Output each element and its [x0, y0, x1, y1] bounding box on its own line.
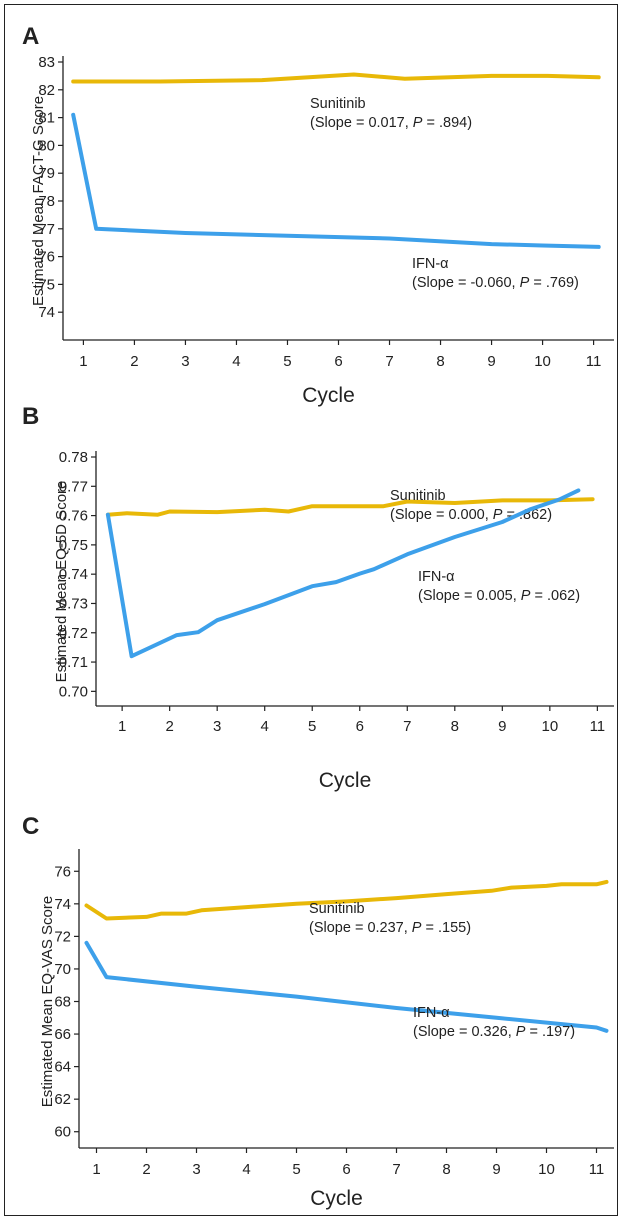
series-name-sunitinib: Sunitinib [390, 488, 446, 504]
y-tick-label: 80 [38, 137, 55, 154]
series-line-sunitinib [71, 72, 601, 84]
y-tick-label: 0.77 [59, 478, 88, 495]
x-tick-label: 4 [261, 718, 269, 735]
series-name-sunitinib: Sunitinib [309, 901, 365, 917]
x-tick-label: 7 [385, 353, 393, 370]
x-tick-label: 5 [292, 1161, 300, 1178]
series-name-ifn: IFN-α [413, 1005, 450, 1021]
x-tick-label: 5 [308, 718, 316, 735]
y-axis-title: Estimated Mean EQ-5D Score [53, 481, 70, 683]
x-tick-label: 9 [487, 353, 495, 370]
x-tick-label: 11 [586, 353, 602, 370]
chart-panel-c: C 60 62 64 66 68 70 72 74 76 1 2 3 4 5 6 7 8 9 10 11 Cycle Est… [22, 813, 614, 1210]
panel-letter: A [22, 23, 39, 50]
panel-letter: B [22, 403, 39, 430]
x-axis-title: Cycle [302, 384, 355, 407]
y-tick-label: 60 [54, 1124, 71, 1141]
y-tick-label: 70 [54, 961, 71, 978]
y-tick-label: 0.71 [59, 654, 88, 671]
x-tick-label: 6 [334, 353, 342, 370]
series-name-ifn: IFN-α [418, 569, 455, 585]
x-tick-label: 8 [442, 1161, 450, 1178]
y-tick-label: 74 [54, 896, 71, 913]
series-stats-sunitinib: (Slope = 0.237, P = .155) [309, 920, 471, 936]
x-tick-label: 10 [542, 718, 559, 735]
series-stats-ifn: (Slope = 0.005, P = .062) [418, 588, 580, 604]
x-tick-label: 4 [242, 1161, 250, 1178]
x-tick-label: 3 [213, 718, 221, 735]
y-tick-label: 76 [54, 863, 71, 880]
y-tick-label: 0.73 [59, 595, 88, 612]
x-tick-label: 3 [181, 353, 189, 370]
series-line-sunitinib [105, 497, 595, 517]
y-tick-label: 68 [54, 994, 71, 1011]
y-tick-label: 83 [38, 54, 55, 71]
x-tick-label: 7 [403, 718, 411, 735]
y-tick-label: 0.70 [59, 683, 88, 700]
x-tick-label: 2 [165, 718, 173, 735]
y-tick-label: 66 [54, 1026, 71, 1043]
x-tick-label: 6 [342, 1161, 350, 1178]
y-tick-label: 0.74 [59, 566, 88, 583]
x-tick-label: 1 [118, 718, 126, 735]
series-name-sunitinib: Sunitinib [310, 96, 366, 112]
series-stats-ifn: (Slope = -0.060, P = .769) [412, 275, 579, 291]
y-tick-label: 79 [38, 165, 55, 182]
series-line-ifn [105, 488, 581, 659]
y-tick-label: 82 [38, 82, 55, 99]
series-line-ifn [84, 940, 609, 1033]
series-stats-sunitinib: (Slope = 0.017, P = .894) [310, 115, 472, 131]
series-line-sunitinib [84, 879, 609, 921]
y-tick-label: 75 [38, 276, 55, 293]
x-tick-label: 2 [142, 1161, 150, 1178]
x-tick-label: 11 [590, 718, 606, 735]
y-tick-label: 74 [38, 304, 55, 321]
x-tick-label: 4 [232, 353, 240, 370]
y-tick-label: 0.72 [59, 625, 88, 642]
x-tick-label: 1 [92, 1161, 100, 1178]
x-tick-label: 6 [356, 718, 364, 735]
x-tick-label: 1 [79, 353, 87, 370]
y-tick-label: 78 [38, 193, 55, 210]
x-tick-label: 9 [498, 718, 506, 735]
y-tick-label: 77 [38, 221, 55, 238]
x-tick-label: 8 [451, 718, 459, 735]
x-tick-label: 10 [538, 1161, 555, 1178]
x-tick-label: 2 [130, 353, 138, 370]
y-tick-label: 0.76 [59, 508, 88, 525]
figure-frame [4, 4, 618, 1216]
y-axis-title: Estimated Mean FACT-G Score [30, 96, 47, 306]
series-stats-sunitinib: (Slope = 0.000, P = .862) [390, 507, 552, 523]
y-tick-label: 64 [54, 1059, 71, 1076]
chart-panel-b: B 0.70 0.71 0.72 0.73 0.74 0.75 0.76 0.77 0.78 1 2 3… [22, 403, 614, 792]
y-tick-label: 81 [38, 110, 55, 127]
x-tick-label: 3 [192, 1161, 200, 1178]
x-tick-label: 8 [436, 353, 444, 370]
x-tick-label: 10 [534, 353, 551, 370]
y-tick-label: 0.75 [59, 537, 88, 554]
y-tick-label: 62 [54, 1091, 71, 1108]
x-tick-label: 7 [392, 1161, 400, 1178]
y-axis-title: Estimated Mean EQ-VAS Score [39, 896, 56, 1107]
x-tick-label: 5 [283, 353, 291, 370]
x-axis-title: Cycle [310, 1187, 363, 1210]
series-name-ifn: IFN-α [412, 256, 449, 272]
series-stats-ifn: (Slope = 0.326, P = .197) [413, 1024, 575, 1040]
series-line-ifn [71, 112, 601, 249]
x-axis-title: Cycle [319, 769, 372, 792]
y-tick-label: 0.78 [59, 449, 88, 466]
y-tick-label: 76 [38, 249, 55, 266]
y-tick-label: 72 [54, 928, 71, 945]
x-tick-label: 11 [589, 1161, 605, 1178]
x-tick-label: 9 [492, 1161, 500, 1178]
panel-letter: C [22, 813, 39, 840]
